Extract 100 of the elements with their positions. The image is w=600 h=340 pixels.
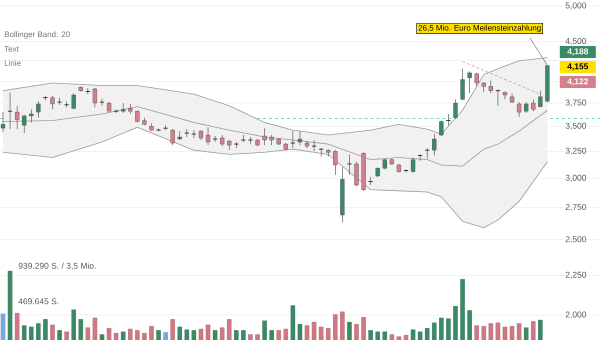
bar bbox=[22, 325, 26, 340]
text: 4,188 bbox=[567, 48, 588, 56]
bar bbox=[184, 330, 190, 340]
bar bbox=[410, 330, 416, 340]
y-tick-label: 4,500 bbox=[565, 38, 586, 45]
candlestick bbox=[403, 169, 409, 173]
candlestick bbox=[354, 161, 359, 186]
bar bbox=[57, 330, 62, 340]
bar bbox=[142, 332, 147, 340]
candlestick bbox=[510, 92, 514, 104]
bar bbox=[255, 334, 260, 340]
bar bbox=[488, 323, 494, 340]
candlestick bbox=[198, 130, 204, 140]
candlestick bbox=[298, 130, 302, 146]
bar bbox=[86, 327, 90, 340]
bar bbox=[128, 328, 133, 340]
bar bbox=[524, 327, 528, 340]
candlestick bbox=[516, 102, 522, 118]
bar bbox=[304, 325, 310, 340]
bar bbox=[92, 318, 98, 340]
bar bbox=[50, 324, 55, 340]
y-tick-label: 5,000 bbox=[566, 2, 586, 10]
y-tick-label: 3,500 bbox=[566, 122, 586, 130]
candlestick bbox=[50, 96, 55, 110]
candlestick bbox=[121, 102, 126, 114]
bar bbox=[538, 320, 543, 340]
bar bbox=[234, 330, 239, 340]
bar bbox=[226, 319, 232, 340]
bar bbox=[318, 326, 324, 340]
bar bbox=[390, 334, 394, 340]
bar bbox=[269, 330, 274, 340]
bar bbox=[432, 322, 437, 340]
bar bbox=[482, 326, 486, 340]
y-tick-label: 3,000 bbox=[566, 174, 586, 182]
bar bbox=[284, 328, 288, 340]
bar bbox=[29, 326, 34, 340]
candlestick bbox=[170, 128, 175, 146]
candlestick bbox=[92, 88, 98, 108]
bar bbox=[361, 317, 366, 340]
bar bbox=[375, 332, 380, 340]
bar bbox=[14, 312, 20, 340]
text: 4,122 bbox=[567, 78, 588, 86]
bar bbox=[368, 330, 373, 340]
bar bbox=[262, 320, 267, 340]
candlestick bbox=[269, 134, 274, 146]
bar bbox=[333, 314, 338, 340]
candlestick bbox=[14, 105, 20, 130]
candlestick bbox=[495, 89, 500, 106]
bar bbox=[120, 332, 126, 340]
bar bbox=[64, 332, 69, 340]
candlestick bbox=[72, 92, 76, 110]
candlestick bbox=[424, 148, 430, 159]
bar bbox=[496, 322, 500, 340]
bar bbox=[177, 326, 182, 340]
bar bbox=[114, 332, 118, 340]
candlestick bbox=[524, 102, 528, 114]
y-tick-label: 2,750 bbox=[566, 204, 586, 212]
line-series bbox=[2, 126, 548, 228]
candlestick bbox=[0, 112, 6, 132]
candlestick bbox=[432, 134, 436, 156]
candlestick bbox=[474, 72, 479, 87]
bar bbox=[382, 332, 388, 340]
bar bbox=[418, 332, 422, 340]
bar bbox=[163, 332, 168, 340]
bar bbox=[248, 334, 253, 340]
bar bbox=[460, 279, 465, 340]
candlestick bbox=[531, 99, 536, 112]
bar bbox=[467, 310, 472, 340]
candlestick bbox=[439, 120, 444, 136]
line-series bbox=[2, 106, 548, 166]
candlestick bbox=[312, 140, 317, 152]
bar bbox=[170, 319, 175, 340]
candlestick bbox=[29, 109, 34, 123]
candlestick bbox=[56, 97, 62, 106]
bar bbox=[106, 328, 112, 340]
bar bbox=[0, 314, 6, 340]
line-series bbox=[2, 57, 548, 136]
y-tick-label: 2,500 bbox=[566, 236, 586, 244]
candlestick bbox=[36, 100, 41, 118]
bar bbox=[474, 325, 479, 340]
bar bbox=[530, 321, 536, 340]
candlestick bbox=[206, 126, 210, 146]
bar bbox=[396, 336, 402, 340]
candlestick bbox=[488, 80, 494, 94]
bar bbox=[156, 330, 161, 340]
candlestick bbox=[156, 128, 162, 132]
bar bbox=[516, 323, 522, 340]
bar bbox=[212, 330, 218, 340]
candlestick bbox=[227, 140, 232, 150]
bar bbox=[326, 328, 330, 340]
candlestick bbox=[346, 154, 352, 176]
bar bbox=[36, 323, 41, 340]
candlestick bbox=[482, 82, 486, 93]
candlestick bbox=[382, 158, 387, 170]
text: 4,155 bbox=[567, 63, 588, 71]
candlestick bbox=[290, 130, 296, 148]
candlestick bbox=[128, 104, 132, 114]
candlestick bbox=[220, 134, 224, 146]
bar bbox=[340, 312, 345, 340]
bar bbox=[135, 330, 140, 340]
